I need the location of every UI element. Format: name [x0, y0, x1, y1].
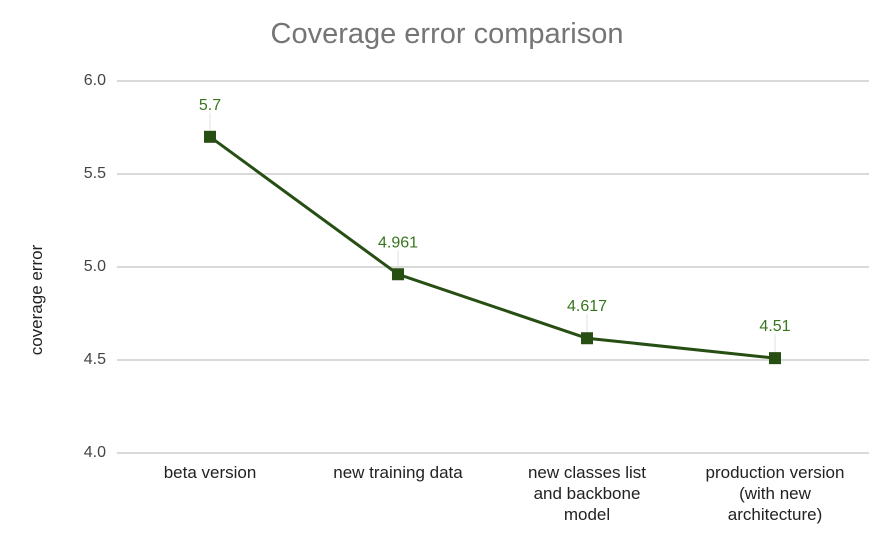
y-tick-label: 5.5: [83, 165, 106, 182]
gridline: [117, 359, 869, 361]
data-label: 4.51: [759, 318, 790, 335]
gridline: [117, 80, 869, 82]
gridline: [117, 266, 869, 268]
y-tick-label: 5.0: [83, 258, 106, 275]
data-point-marker: [581, 332, 593, 345]
data-label: 4.617: [567, 298, 607, 315]
chart-title: Coverage error comparison: [270, 18, 624, 50]
x-tick-label: beta version: [163, 463, 257, 482]
data-label: 4.961: [378, 234, 418, 251]
y-tick-label: 4.0: [83, 444, 106, 461]
x-tick-label: new classes list and backbone model: [527, 463, 647, 524]
data-series: 5.7 4.961 4.617 4.51: [199, 97, 791, 365]
series-line: [209, 135, 776, 360]
y-tick-label: 6.0: [83, 72, 106, 89]
data-point-marker: [769, 352, 781, 365]
y-tick-label: 4.5: [83, 351, 106, 368]
x-tick-label: production version (with new architectur…: [705, 463, 845, 524]
data-point-marker: [392, 268, 404, 281]
data-point-marker: [204, 130, 216, 143]
x-tick-label: new training data: [333, 463, 463, 482]
gridline: [117, 452, 869, 454]
gridline: [117, 173, 869, 175]
data-label: 5.7: [199, 97, 221, 114]
